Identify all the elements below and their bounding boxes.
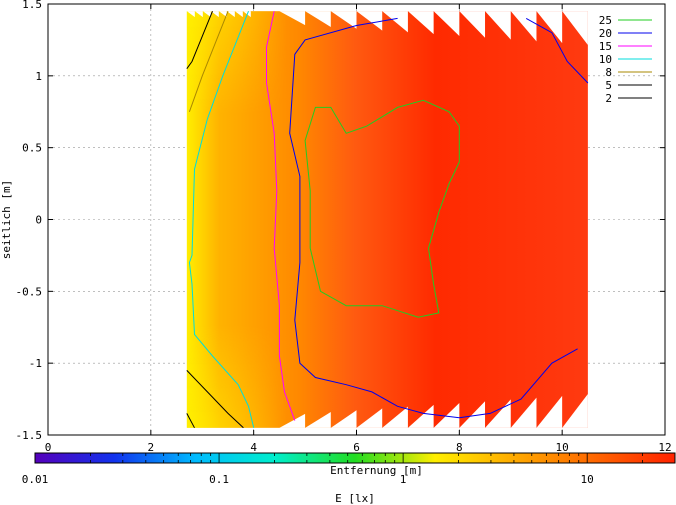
surface-notch-bottom bbox=[407, 404, 434, 428]
surface-notch-top bbox=[433, 11, 460, 36]
surface-notch-top bbox=[279, 11, 306, 26]
heatmap-edge-glow bbox=[186, 11, 588, 428]
x-axis-label: Entfernung [m] bbox=[330, 464, 423, 477]
contour-line-25 bbox=[304, 99, 460, 318]
surface-notch-top bbox=[407, 11, 434, 35]
surface-notch-top bbox=[186, 11, 195, 18]
legend-label-15: 15 bbox=[599, 40, 612, 53]
colorbar-label: E [lx] bbox=[335, 492, 375, 505]
surface-notch-top bbox=[305, 11, 331, 27]
surface-notch-top bbox=[536, 11, 563, 44]
surface-notch-bottom bbox=[382, 406, 408, 428]
surface-notch-top bbox=[485, 11, 511, 40]
surface-notch-bottom bbox=[433, 403, 460, 428]
surface-notch-bottom bbox=[485, 399, 511, 428]
surface-notch-top bbox=[226, 11, 235, 18]
y-tick-label: -0.5 bbox=[16, 285, 43, 298]
colorbar-tick-label: 10 bbox=[581, 473, 594, 486]
surface-notch-top bbox=[234, 11, 243, 18]
contour-line-2 bbox=[186, 413, 195, 429]
contour-lines bbox=[186, 11, 589, 429]
contour-line-10 bbox=[188, 11, 255, 428]
surface-notch-top bbox=[510, 11, 537, 42]
contour-line-20b bbox=[525, 17, 589, 84]
x-axis-ticks: 0 2 4 6 8 10 12 bbox=[45, 4, 672, 454]
contour-line-20 bbox=[289, 17, 578, 419]
legend-label-5: 5 bbox=[605, 79, 612, 92]
legend-label-8: 8 bbox=[605, 66, 612, 79]
y-tick-label: -1.5 bbox=[16, 429, 43, 442]
x-tick-label: 4 bbox=[250, 441, 257, 454]
surface-notch-bottom bbox=[305, 412, 331, 428]
legend-label-20: 20 bbox=[599, 27, 612, 40]
surface-notch-top bbox=[330, 11, 357, 29]
surface-notch-top bbox=[382, 11, 408, 33]
surface-notch-bottom bbox=[536, 395, 563, 428]
y-tick-label: 0 bbox=[35, 214, 42, 227]
colorbar-tick-label: 0.01 bbox=[22, 473, 49, 486]
legend-label-10: 10 bbox=[599, 53, 612, 66]
x-tick-label: 8 bbox=[456, 441, 463, 454]
contour-line-8 bbox=[188, 11, 229, 112]
y-tick-label: -1 bbox=[29, 357, 42, 370]
y-axis-ticks: 1.5 1 0.5 0 -0.5 -1 -1.5 bbox=[16, 0, 665, 442]
x-tick-label: 0 bbox=[45, 441, 52, 454]
y-tick-label: 1 bbox=[35, 70, 42, 83]
contour-line-5 bbox=[186, 11, 213, 69]
x-tick-label: 6 bbox=[353, 441, 360, 454]
heatmap-surface bbox=[186, 11, 588, 428]
surface-notch-bottom bbox=[562, 394, 588, 428]
colorbar-tick-label: 0.1 bbox=[209, 473, 229, 486]
legend-label-2: 2 bbox=[605, 92, 612, 105]
surface-notch-top bbox=[218, 11, 227, 18]
surface-notch-top bbox=[562, 11, 588, 45]
colorbar: 0.01 0.1 1 10 bbox=[22, 452, 676, 486]
surface-notch-bottom bbox=[459, 401, 486, 428]
surface-notch-top bbox=[194, 11, 203, 18]
surface-notch-top bbox=[356, 11, 383, 31]
surface-notch-bottom bbox=[330, 410, 357, 428]
surface-notch-top bbox=[202, 11, 211, 18]
contour-line-5b bbox=[186, 370, 244, 429]
y-tick-label: 0.5 bbox=[22, 142, 42, 155]
x-tick-label: 12 bbox=[658, 441, 671, 454]
surface-notch-top bbox=[210, 11, 219, 18]
y-tick-label: 1.5 bbox=[22, 0, 42, 11]
y-axis-label: seitlich [m] bbox=[0, 180, 13, 259]
x-tick-label: 2 bbox=[148, 441, 155, 454]
surface-notch-top bbox=[459, 11, 486, 38]
colorbar-tick-label: 1 bbox=[400, 473, 407, 486]
x-tick-label: 10 bbox=[556, 441, 569, 454]
surface-notch-bottom bbox=[279, 413, 306, 428]
surface-notch-bottom bbox=[356, 408, 383, 428]
surface-notch-bottom bbox=[510, 397, 537, 428]
contour-line-15 bbox=[266, 11, 296, 421]
legend-label-25: 25 bbox=[599, 14, 612, 27]
